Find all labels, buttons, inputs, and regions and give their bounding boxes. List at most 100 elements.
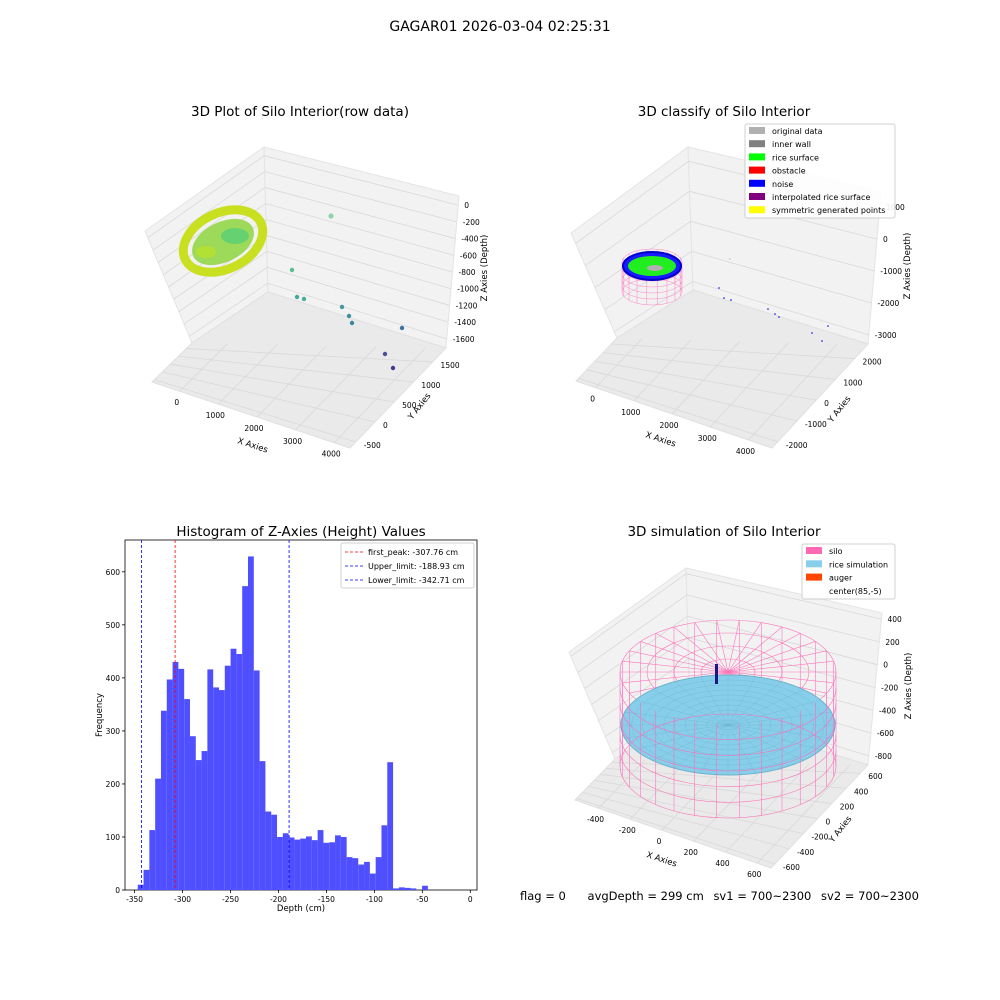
plot1-xlabel: X Axies	[236, 436, 269, 455]
histogram-bar	[335, 835, 341, 890]
histogram-bar	[381, 825, 388, 890]
histogram-bar	[213, 687, 219, 890]
plot4-legend: silo rice simulation auger center(85,-5)	[801, 543, 896, 600]
p1-xtick-label: 2000	[244, 424, 263, 433]
histogram-xtick-label: -150	[318, 895, 335, 904]
p4-xtick-label: 0	[657, 837, 662, 846]
histogram-bar	[410, 888, 417, 890]
p1-ztick-label: 0	[464, 201, 469, 210]
p2-ztick-label: -3000	[875, 331, 897, 340]
histogram-bar	[306, 836, 312, 890]
p2-xtick-label: 2000	[659, 421, 678, 430]
plot2-legend-label: noise	[772, 180, 793, 189]
plot4-legend-label: center(85,-5)	[829, 587, 882, 596]
plot2-legend: original data inner wall rice surface obsta…	[744, 123, 896, 219]
histogram-bar	[282, 833, 289, 890]
p1-ztick-label: -1000	[457, 285, 479, 294]
histogram-bars	[137, 556, 428, 890]
histogram-xtick-label: -250	[222, 895, 239, 904]
histogram-bar	[340, 836, 347, 890]
p4-xtick-label: 400	[715, 859, 730, 868]
plot4-silo-simulation	[619, 619, 837, 819]
plot2-legend-swatch	[749, 193, 765, 200]
plot2-xlabel: X Axies	[644, 430, 677, 449]
plot2-legend-swatch	[749, 206, 765, 214]
p4-xtick-label: 600	[747, 870, 762, 879]
histogram-ytick-label: 200	[106, 780, 121, 789]
histogram-ytick-label: 500	[106, 621, 121, 630]
histogram-bar	[184, 699, 190, 890]
histogram-chart: Histogram of Z-Axies (Height) Values -35…	[95, 524, 478, 914]
p1-ztick-label: -400	[461, 235, 478, 244]
p1-xtick-label: 4000	[322, 450, 341, 459]
histogram-bar	[143, 869, 150, 890]
p1-ytick-label: 1000	[421, 381, 440, 390]
p2-xtick-label: 3000	[698, 434, 717, 443]
histogram-bar	[346, 857, 353, 890]
plot4-legend-swatch	[806, 573, 822, 581]
p2-ytick-label: 1000	[843, 378, 862, 387]
histogram-bar	[404, 887, 411, 890]
p2-xtick-label: 1000	[621, 408, 640, 417]
histogram-bar	[387, 762, 394, 890]
p4-ytick-label: 200	[840, 802, 855, 811]
histogram-bar	[248, 556, 254, 890]
histogram-ytick-label: 300	[106, 727, 121, 736]
plot2-legend-swatch	[749, 166, 765, 174]
plot1-3d-raw: 3D Plot of Silo Interior(row data) 0 1000…	[144, 104, 490, 459]
histogram-bar	[294, 839, 301, 890]
plot4-legend-label: auger	[829, 574, 853, 583]
p2-ytick-label: -2000	[786, 441, 808, 450]
histogram-xtick-label: -300	[174, 895, 191, 904]
histogram-bar	[323, 842, 330, 890]
p1-ztick-label: -800	[459, 268, 476, 277]
histogram-bar	[317, 830, 324, 890]
histogram-bar	[393, 888, 399, 890]
histogram-xlabel: Depth (cm)	[277, 904, 325, 914]
p2-ztick-label: 0	[883, 235, 888, 244]
histogram-bar	[230, 648, 237, 890]
p4-ytick-label: 600	[868, 772, 883, 781]
plot2-legend-label: inner wall	[772, 140, 811, 149]
histogram-bar	[375, 857, 382, 890]
p4-ztick-label: -600	[877, 729, 894, 738]
plot4-title: 3D simulation of Silo Interior	[627, 524, 821, 540]
histogram-title: Histogram of Z-Axies (Height) Values	[176, 524, 425, 540]
histogram-bar	[358, 864, 365, 890]
p4-xtick-label: 200	[684, 848, 699, 857]
sv1-readout: sv1 = 700~2300	[713, 889, 812, 903]
histogram-bar	[352, 858, 359, 890]
plot2-classified-points	[621, 248, 829, 342]
plot2-3d-classify: 3D classify of Silo Interior 0 1000 2000 30…	[570, 104, 913, 456]
p1-ztick-label: -1200	[456, 301, 478, 310]
histogram-ytick-label: 100	[106, 833, 121, 842]
p4-xtick-label: -200	[619, 826, 636, 835]
plot2-legend-label: obstacle	[772, 167, 806, 176]
p1-ztick-label: -1400	[454, 318, 476, 327]
sv2-readout: sv2 = 700~2300	[821, 889, 919, 903]
histogram-bar	[300, 838, 307, 890]
plot2-ylabel: Y Axies	[826, 394, 854, 426]
histogram-bar	[253, 670, 260, 890]
p1-ztick-label: -600	[460, 251, 477, 260]
plot2-legend-swatch	[749, 127, 765, 134]
histogram-yticks: 0 100 200 300 400 500 600	[106, 568, 125, 895]
flag-readout: flag = 0	[520, 889, 566, 903]
histogram-bar	[178, 668, 185, 890]
histogram-bar	[369, 873, 376, 890]
histogram-bar	[364, 861, 370, 890]
histogram-bar	[155, 778, 161, 890]
plot2-legend-swatch	[749, 153, 765, 161]
histogram-ytick-label: 600	[106, 568, 121, 577]
plot2-title: 3D classify of Silo Interior	[638, 104, 811, 120]
plot1-zlabel: Z Axies (Depth)	[480, 235, 490, 302]
histogram-xticks: -350 -300 -250 -200 -150 -100 -50 0	[126, 890, 473, 904]
histogram-ytick-label: 0	[115, 886, 120, 895]
p4-ytick-label: -600	[783, 863, 800, 872]
histogram-legend: first_peak: -307.76 cm Upper_limit: -188.…	[340, 542, 475, 589]
plot4-legend-label: rice simulation	[829, 560, 888, 569]
p4-ytick-label: 0	[826, 818, 831, 827]
histogram-bar	[201, 751, 208, 890]
histogram-xtick-label: -350	[126, 895, 143, 904]
p4-ztick-label: 200	[885, 638, 900, 647]
